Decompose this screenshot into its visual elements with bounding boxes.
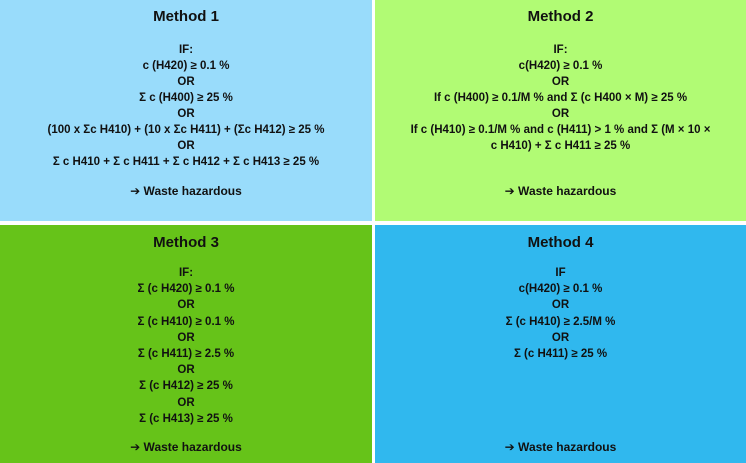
condition-line: c (H420) ≥ 0.1 % (142, 60, 230, 72)
condition-line: OR (551, 76, 570, 88)
method-4-title: Method 4 (527, 234, 594, 251)
condition-line: Σ (c H413) ≥ 25 % (139, 412, 233, 425)
condition-line: Σ (c H410) ≥ 2.5/M % (505, 315, 616, 328)
method-1-conditions: IF: c (H420) ≥ 0.1 % OR Σ c (H400) ≥ 25 … (0, 42, 372, 170)
method-3-conditions: IF: Σ (c H420) ≥ 0.1 % OR Σ (c H410) ≥ 0… (0, 265, 372, 427)
condition-line: If c (H410) ≥ 0.1/M % and c (H411) > 1 %… (410, 124, 711, 136)
condition-line: OR (551, 331, 570, 344)
condition-line: Σ (c H410) ≥ 0.1 % (137, 315, 235, 328)
condition-line: IF: (178, 44, 194, 56)
condition-line: OR (177, 396, 195, 409)
method-1-conclusion: ➔ Waste hazardous (130, 184, 242, 198)
method-4-conclusion: ➔ Waste hazardous (504, 440, 617, 454)
method-2-conclusion: ➔ Waste hazardous (504, 184, 617, 198)
condition-line: OR (177, 331, 195, 344)
method-1-panel: Method 1 IF: c (H420) ≥ 0.1 % OR Σ c (H4… (0, 0, 372, 221)
method-1-title: Method 1 (153, 8, 219, 25)
condition-line: OR (177, 108, 195, 120)
method-4-panel: Method 4 IF c(H420) ≥ 0.1 % OR Σ (c H410… (375, 225, 746, 463)
condition-line: Σ c H410 + Σ c H411 + Σ c H412 + Σ c H41… (52, 156, 320, 168)
condition-line: Σ (c H411) ≥ 2.5 % (137, 348, 235, 361)
condition-line: c H410) + Σ c H411 ≥ 25 % (490, 140, 631, 152)
condition-line: If c (H400) ≥ 0.1/M % and Σ (c H400 × M)… (433, 92, 688, 104)
condition-line: OR (177, 76, 195, 88)
method-4-conditions: IF c(H420) ≥ 0.1 % OR Σ (c H410) ≥ 2.5/M… (375, 265, 746, 362)
condition-line: OR (551, 299, 570, 312)
method-2-conditions: IF: c(H420) ≥ 0.1 % OR If c (H400) ≥ 0.1… (375, 42, 746, 154)
condition-line: Σ c (H400) ≥ 25 % (139, 92, 233, 104)
condition-line: IF: (553, 44, 568, 56)
condition-line: IF (555, 267, 566, 279)
condition-line: OR (551, 108, 570, 120)
condition-line: c(H420) ≥ 0.1 % (518, 60, 603, 72)
condition-line: OR (177, 140, 195, 152)
condition-line: Σ (c H411) ≥ 25 % (513, 348, 608, 361)
condition-line: IF: (178, 267, 194, 279)
method-2-panel: Method 2 IF: c(H420) ≥ 0.1 % OR If c (H4… (375, 0, 746, 221)
method-3-conclusion: ➔ Waste hazardous (130, 440, 242, 454)
method-2-title: Method 2 (527, 8, 594, 25)
method-3-panel: Method 3 IF: Σ (c H420) ≥ 0.1 % OR Σ (c … (0, 225, 372, 463)
condition-line: Σ (c H420) ≥ 0.1 % (137, 283, 235, 296)
condition-line: Σ (c H412) ≥ 25 % (139, 380, 233, 393)
condition-line: OR (177, 364, 195, 377)
condition-line: (100 x Σc H410) + (10 x Σc H411) + (Σc H… (47, 124, 325, 136)
method-3-title: Method 3 (153, 234, 219, 251)
condition-line: c(H420) ≥ 0.1 % (518, 283, 603, 296)
condition-line: OR (177, 299, 195, 312)
